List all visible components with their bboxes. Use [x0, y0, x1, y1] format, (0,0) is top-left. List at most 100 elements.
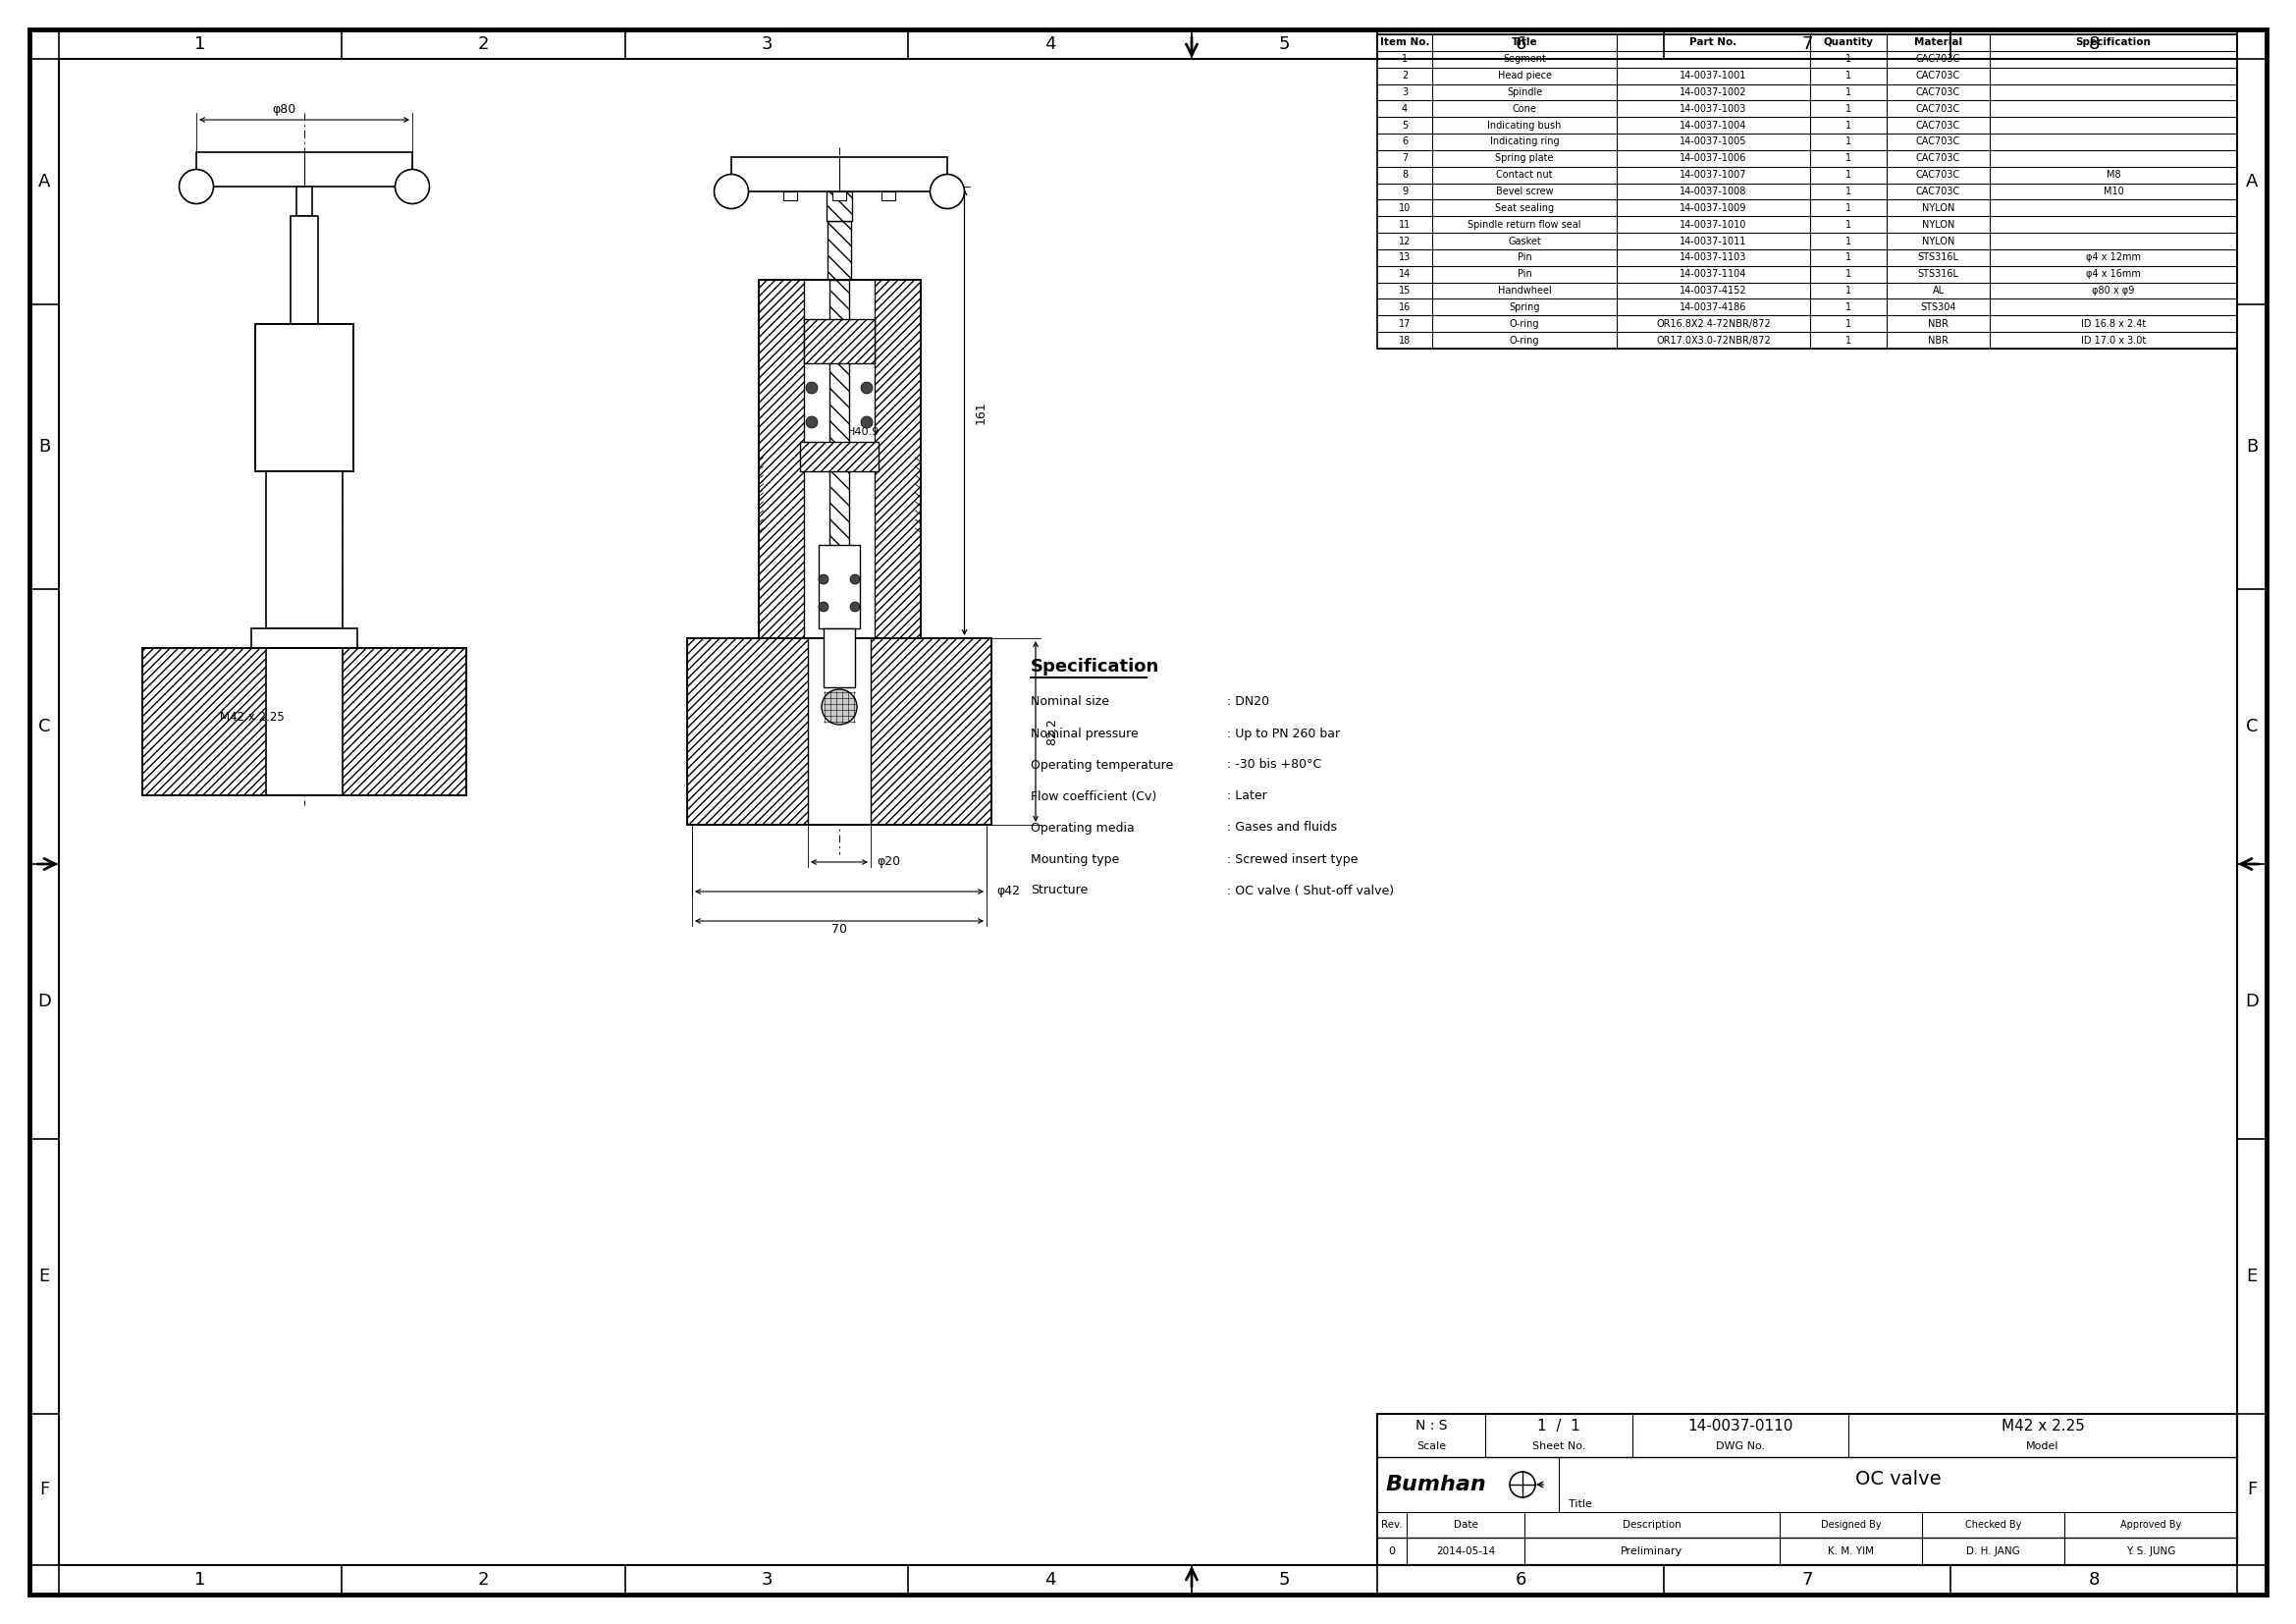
Text: : OC valve ( Shut-off valve): : OC valve ( Shut-off valve): [1226, 883, 1394, 896]
Text: C: C: [2245, 718, 2257, 736]
Text: 15: 15: [1398, 286, 1410, 296]
Text: O-ring: O-ring: [1508, 318, 1538, 328]
Bar: [292, 216, 319, 325]
Text: φ4 x 12mm: φ4 x 12mm: [2087, 253, 2140, 263]
Text: D: D: [2245, 992, 2259, 1010]
Text: NBR: NBR: [1929, 318, 1949, 328]
Text: : DN20: : DN20: [1226, 695, 1270, 708]
Text: Mounting type: Mounting type: [1031, 853, 1118, 866]
Text: Preliminary: Preliminary: [1621, 1546, 1683, 1556]
Text: 14: 14: [1398, 270, 1410, 279]
Text: 5: 5: [1279, 36, 1290, 54]
Circle shape: [179, 169, 214, 203]
Bar: [758, 279, 921, 638]
Text: Nominal pressure: Nominal pressure: [1031, 728, 1139, 741]
Bar: [804, 318, 875, 364]
Text: Flow coefficient (Cv): Flow coefficient (Cv): [1031, 789, 1157, 802]
Text: 8: 8: [1401, 171, 1407, 180]
Text: 2014-05-14: 2014-05-14: [1435, 1546, 1495, 1556]
Text: Specification: Specification: [1031, 658, 1159, 676]
Bar: [732, 158, 948, 192]
Bar: [142, 648, 466, 796]
Text: 3: 3: [760, 36, 771, 54]
Text: 1: 1: [1846, 270, 1851, 279]
Text: E: E: [2245, 1268, 2257, 1285]
Text: 2: 2: [478, 1570, 489, 1588]
Text: Title: Title: [1568, 1499, 1591, 1509]
Text: 5: 5: [1401, 120, 1407, 130]
Text: 161: 161: [974, 401, 987, 424]
Bar: [804, 279, 875, 638]
Text: φ80: φ80: [273, 104, 296, 117]
Bar: [882, 192, 895, 200]
Text: Pin: Pin: [1518, 253, 1531, 263]
Text: 1: 1: [1846, 219, 1851, 229]
Text: Bumhan: Bumhan: [1387, 1475, 1486, 1494]
Text: 82.2: 82.2: [1045, 718, 1058, 745]
Text: Checked By: Checked By: [1965, 1520, 2020, 1530]
Text: N : S: N : S: [1414, 1419, 1446, 1432]
Text: Operating media: Operating media: [1031, 822, 1134, 835]
Text: Description: Description: [1623, 1520, 1681, 1530]
Text: 14-0037-1003: 14-0037-1003: [1681, 104, 1747, 114]
Text: 2: 2: [478, 36, 489, 54]
Text: Gasket: Gasket: [1508, 235, 1541, 245]
Text: 5: 5: [1279, 1570, 1290, 1588]
Text: O-ring: O-ring: [1508, 336, 1538, 346]
Bar: [820, 546, 861, 628]
Text: 6: 6: [1515, 36, 1527, 54]
Text: AL: AL: [1933, 286, 1945, 296]
Text: M8: M8: [2105, 171, 2122, 180]
Circle shape: [822, 689, 856, 724]
Text: 1: 1: [1846, 253, 1851, 263]
Text: 14-0037-1004: 14-0037-1004: [1681, 120, 1747, 130]
Text: 1: 1: [1846, 318, 1851, 328]
Bar: [250, 628, 358, 648]
Text: Date: Date: [1453, 1520, 1479, 1530]
Text: STS304: STS304: [1919, 302, 1956, 312]
Text: 14-0037-1010: 14-0037-1010: [1681, 219, 1747, 229]
Text: 14-0037-4186: 14-0037-4186: [1681, 302, 1747, 312]
Text: 1: 1: [1846, 302, 1851, 312]
Text: Y. S. JUNG: Y. S. JUNG: [2126, 1546, 2174, 1556]
Text: CAC703C: CAC703C: [1915, 136, 1961, 146]
Text: Sheet No.: Sheet No.: [1531, 1442, 1587, 1452]
Text: 4: 4: [1401, 104, 1407, 114]
Text: Cone: Cone: [1513, 104, 1536, 114]
Circle shape: [395, 169, 429, 203]
Text: 1: 1: [1846, 71, 1851, 81]
Text: 1  /  1: 1 / 1: [1538, 1419, 1580, 1434]
Text: 6: 6: [1515, 1570, 1527, 1588]
Text: D. H. JANG: D. H. JANG: [1965, 1546, 2020, 1556]
Bar: [255, 325, 354, 471]
Text: Seat sealing: Seat sealing: [1495, 203, 1554, 213]
Bar: [783, 192, 797, 200]
Text: Indicating bush: Indicating bush: [1488, 120, 1561, 130]
Text: 1: 1: [1846, 120, 1851, 130]
Text: 14-0037-1011: 14-0037-1011: [1681, 235, 1747, 245]
Text: OC valve: OC valve: [1855, 1470, 1940, 1489]
Bar: [804, 318, 875, 364]
Text: ID 17.0 x 3.0t: ID 17.0 x 3.0t: [2080, 336, 2147, 346]
Text: 8: 8: [2087, 1570, 2099, 1588]
Text: CAC703C: CAC703C: [1915, 88, 1961, 97]
Text: A: A: [39, 172, 51, 190]
Text: Bevel screw: Bevel screw: [1495, 187, 1552, 197]
Text: OR16.8X2.4-72NBR/872: OR16.8X2.4-72NBR/872: [1655, 318, 1770, 328]
Bar: [266, 471, 342, 628]
Text: M42 x 2.25: M42 x 2.25: [2002, 1419, 2085, 1434]
Text: 1: 1: [1401, 54, 1407, 63]
Text: 10: 10: [1398, 203, 1410, 213]
Circle shape: [820, 603, 829, 612]
Text: 1: 1: [1846, 171, 1851, 180]
Text: 13: 13: [1398, 253, 1410, 263]
Text: 1: 1: [1846, 104, 1851, 114]
Text: CAC703C: CAC703C: [1915, 54, 1961, 63]
Text: STS316L: STS316L: [1917, 270, 1958, 279]
Text: Item No.: Item No.: [1380, 37, 1430, 47]
Text: Head piece: Head piece: [1497, 71, 1552, 81]
Text: Designed By: Designed By: [1821, 1520, 1880, 1530]
Text: STS316L: STS316L: [1917, 253, 1958, 263]
Text: 2: 2: [1401, 71, 1407, 81]
Text: E: E: [39, 1268, 51, 1285]
